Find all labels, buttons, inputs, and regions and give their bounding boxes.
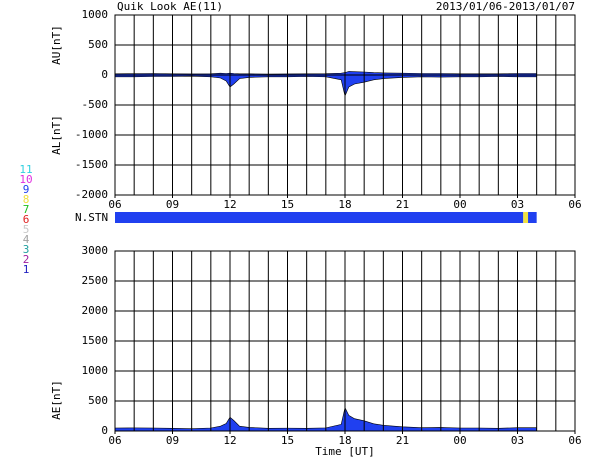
x-tick-label: 06 (568, 434, 581, 447)
y-tick-label: -1000 (75, 128, 108, 141)
y-tick-label: 500 (88, 38, 108, 51)
area-al (114, 74, 537, 97)
station-legend-label: 10 (19, 173, 32, 186)
x-tick-label: 12 (223, 198, 236, 211)
x-tick-label: 03 (511, 434, 524, 447)
y-tick-label: 500 (88, 394, 108, 407)
station-legend-label: 1 (23, 263, 30, 276)
station-legend-label: 8 (23, 193, 30, 206)
y-tick-label: 1000 (82, 8, 109, 21)
x-tick-label: 03 (511, 198, 524, 211)
x-tick-label: 21 (396, 434, 409, 447)
station-legend-label: 4 (23, 233, 30, 246)
x-tick-label: 06 (108, 198, 121, 211)
x-axis-label: Time [UT] (315, 445, 375, 458)
nstn-segment (523, 212, 529, 223)
station-legend-label: 11 (19, 163, 32, 176)
y-tick-label: -1500 (75, 158, 108, 171)
chart-title: Quik Look AE(11) (117, 0, 223, 13)
station-legend-label: 6 (23, 213, 30, 226)
y-tick-label: 2500 (82, 274, 109, 287)
y-axis-label: AU[nT] (50, 25, 63, 65)
station-legend-label: 7 (23, 203, 30, 216)
station-legend-label: 2 (23, 253, 30, 266)
x-tick-label: 18 (338, 198, 351, 211)
nstn-segment (115, 212, 524, 223)
x-tick-label: 06 (568, 198, 581, 211)
y-tick-label: 1000 (82, 364, 109, 377)
plot-frame (114, 250, 576, 432)
y-tick-label: 2000 (82, 304, 109, 317)
x-tick-label: 15 (281, 198, 294, 211)
x-tick-label: 12 (223, 434, 236, 447)
y-tick-label: 0 (101, 68, 108, 81)
area-au (114, 71, 537, 76)
chart-subtitle: 2013/01/06-2013/01/07 (436, 0, 575, 13)
x-tick-label: 00 (453, 434, 466, 447)
y-axis-label: AE[nT] (50, 380, 63, 420)
area-ae (114, 406, 537, 432)
y-tick-label: 3000 (82, 244, 109, 257)
nstn-label: N.STN (75, 211, 108, 224)
y-axis-label: AL[nT] (50, 115, 63, 155)
y-tick-label: 1500 (82, 334, 109, 347)
y-tick-label: -500 (82, 98, 109, 111)
y-tick-label: 0 (101, 424, 108, 437)
x-tick-label: 09 (166, 198, 179, 211)
x-tick-label: 18 (338, 434, 351, 447)
station-legend-label: 5 (23, 223, 30, 236)
y-tick-label: -2000 (75, 188, 108, 201)
x-tick-label: 00 (453, 198, 466, 211)
nstn-segment (528, 212, 537, 223)
station-legend-label: 9 (23, 183, 30, 196)
x-tick-label: 15 (281, 434, 294, 447)
station-legend-label: 3 (23, 243, 30, 256)
x-tick-label: 21 (396, 198, 409, 211)
x-tick-label: 09 (166, 434, 179, 447)
plot-frame (114, 14, 576, 196)
x-tick-label: 06 (108, 434, 121, 447)
